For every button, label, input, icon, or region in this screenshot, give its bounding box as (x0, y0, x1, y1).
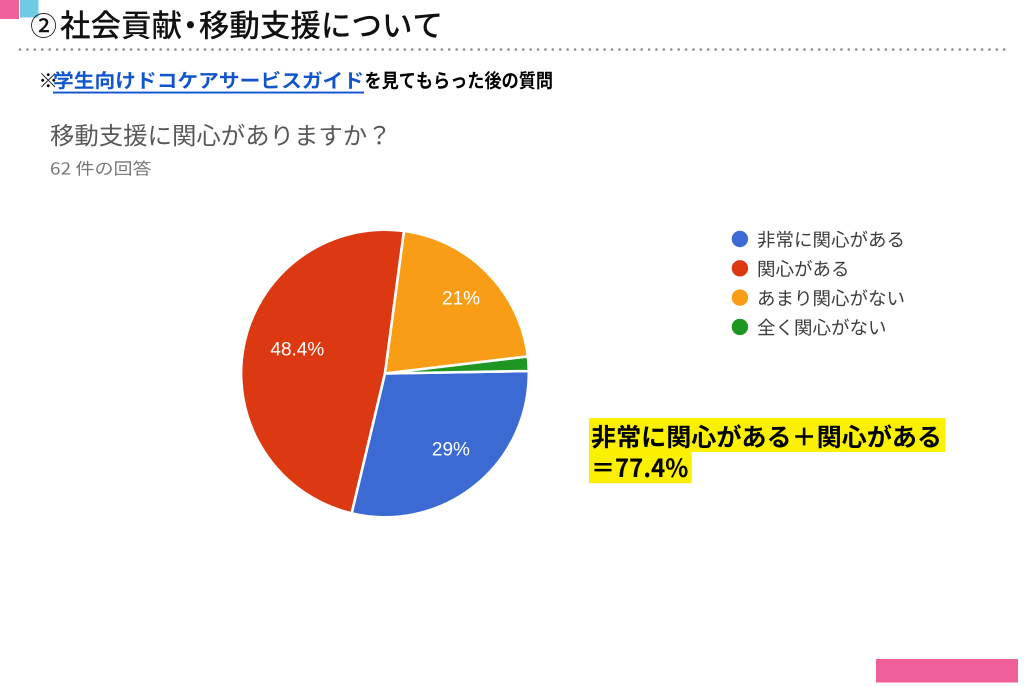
svg-text:48.4%: 48.4% (270, 340, 324, 361)
svg-text:21%: 21% (442, 289, 480, 310)
svg-text:29%: 29% (432, 439, 470, 460)
